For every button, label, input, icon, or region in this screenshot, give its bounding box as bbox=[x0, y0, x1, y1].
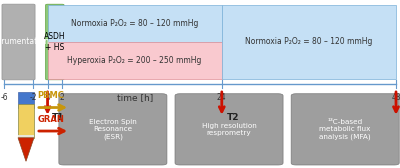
Text: Electron Spin
Resonance
(ESR): Electron Spin Resonance (ESR) bbox=[89, 119, 137, 140]
Text: PBMC: PBMC bbox=[38, 91, 64, 100]
Text: GRAN: GRAN bbox=[38, 115, 64, 124]
FancyBboxPatch shape bbox=[2, 4, 35, 80]
FancyBboxPatch shape bbox=[48, 42, 222, 79]
Text: 2: 2 bbox=[60, 93, 64, 102]
Text: 24: 24 bbox=[217, 93, 226, 102]
FancyBboxPatch shape bbox=[59, 94, 167, 165]
Text: ASDH
+ HS: ASDH + HS bbox=[44, 32, 66, 52]
FancyBboxPatch shape bbox=[175, 94, 283, 165]
Text: Hyperoxia P₂O₂ = 200 – 250 mmHg: Hyperoxia P₂O₂ = 200 – 250 mmHg bbox=[68, 56, 202, 65]
Text: Normoxia P₂O₂ = 80 – 120 mmHg: Normoxia P₂O₂ = 80 – 120 mmHg bbox=[245, 37, 372, 47]
FancyBboxPatch shape bbox=[46, 4, 64, 80]
Text: -6: -6 bbox=[0, 93, 8, 102]
FancyBboxPatch shape bbox=[48, 5, 222, 42]
FancyBboxPatch shape bbox=[18, 104, 34, 138]
FancyBboxPatch shape bbox=[291, 94, 399, 165]
Text: T2: T2 bbox=[226, 113, 239, 122]
Text: 0: 0 bbox=[45, 93, 50, 102]
Text: Instrumentation: Instrumentation bbox=[0, 37, 50, 47]
Polygon shape bbox=[18, 138, 34, 161]
Text: 48: 48 bbox=[391, 93, 400, 102]
FancyBboxPatch shape bbox=[18, 92, 34, 108]
Text: T1: T1 bbox=[52, 113, 65, 122]
FancyBboxPatch shape bbox=[18, 135, 34, 139]
Text: time [h]: time [h] bbox=[116, 93, 153, 102]
Text: -2: -2 bbox=[29, 93, 37, 102]
Text: Normoxia P₂O₂ = 80 – 120 mmHg: Normoxia P₂O₂ = 80 – 120 mmHg bbox=[71, 19, 198, 28]
FancyBboxPatch shape bbox=[222, 5, 396, 79]
Text: ¹³C-based
metabolic flux
analysis (MFA): ¹³C-based metabolic flux analysis (MFA) bbox=[319, 119, 371, 140]
Text: High resolution
resprometry: High resolution resprometry bbox=[202, 123, 256, 136]
